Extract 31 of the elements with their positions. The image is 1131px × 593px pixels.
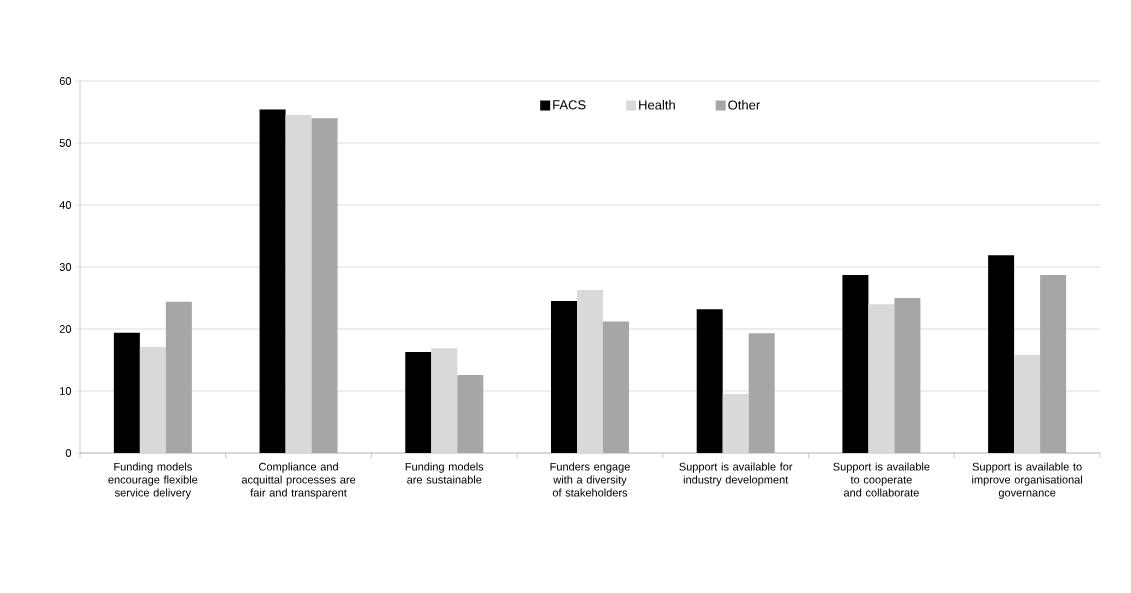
x-tick-label: Support is available for industry development <box>679 462 793 486</box>
bar <box>576 289 603 453</box>
bar <box>259 109 286 453</box>
bar <box>550 301 577 453</box>
x-tick-label: Support is available to improve organisational governance <box>972 462 1082 499</box>
legend-label: Other <box>728 100 760 110</box>
x-tick-label: Funding models encourage flexible service delivery <box>108 462 198 499</box>
x-tick-label: Support is available to cooperate and collaborate <box>833 462 930 497</box>
y-tick-label: 50 <box>59 139 72 147</box>
bar <box>139 346 166 453</box>
legend-label: FACS <box>553 100 586 110</box>
y-tick-label: 10 <box>60 387 72 395</box>
legend-label: Health <box>639 100 675 110</box>
bar <box>842 275 869 453</box>
y-tick-label: 0 <box>65 449 72 457</box>
bar <box>431 348 458 453</box>
y-tick-label: 60 <box>59 77 72 85</box>
x-tick-label: Funding models are sustainable <box>405 462 484 484</box>
bar <box>285 115 312 453</box>
bar <box>1014 355 1041 453</box>
x-tick-label: Funders engage with a diversity of stakeholders <box>550 462 630 497</box>
x-tick-label: Compliance and acquittal processes are fair and transparent <box>241 462 356 499</box>
y-tick-label: 30 <box>59 263 72 271</box>
bar <box>722 394 749 453</box>
bar <box>113 332 140 453</box>
bar <box>405 351 432 453</box>
y-tick-label: 20 <box>59 325 72 333</box>
bar <box>988 255 1015 453</box>
y-tick-label: 40 <box>59 201 72 209</box>
bar <box>696 309 723 453</box>
bar <box>868 304 895 453</box>
